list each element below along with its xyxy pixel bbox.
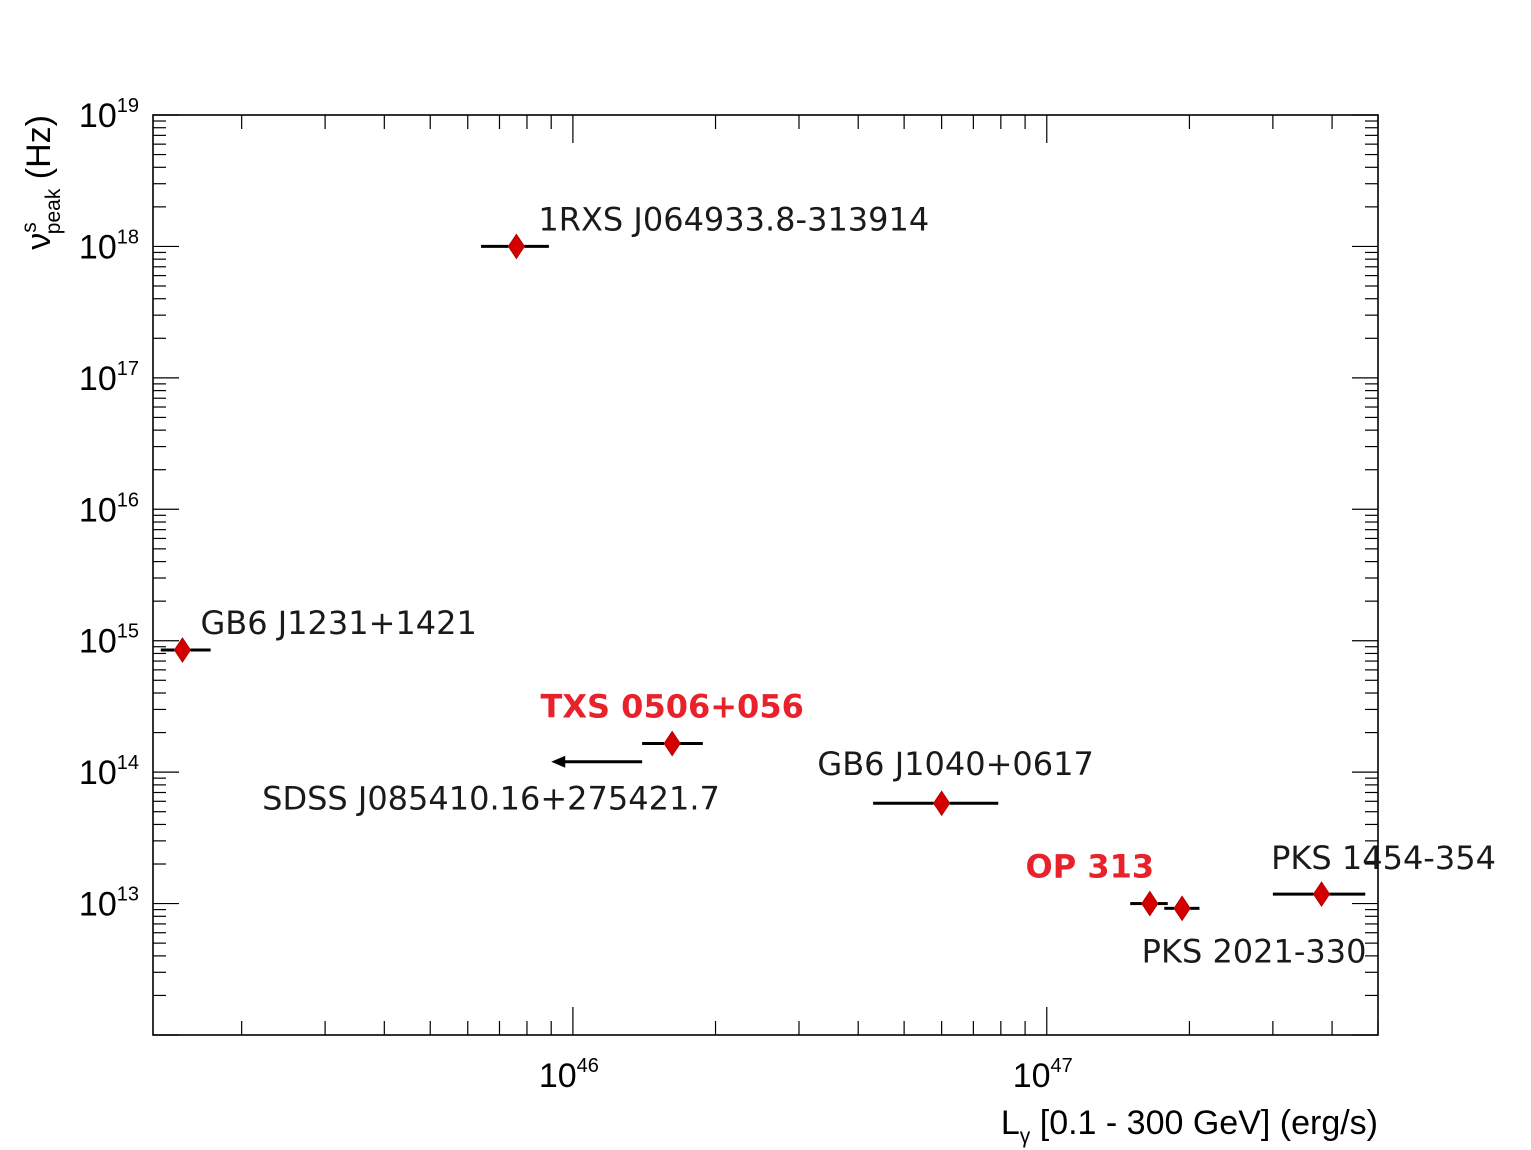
point-label: SDSS J085410.16+275421.7 <box>262 780 720 818</box>
diamond-marker <box>507 233 526 260</box>
diamond-marker <box>1312 881 1331 908</box>
y-tick-label-exp: 15 <box>117 621 139 643</box>
y-tick-label-exp: 16 <box>117 489 139 511</box>
x-tick-label: 1047 <box>1013 1055 1073 1095</box>
y-tick-label: 1013 <box>79 884 139 924</box>
y-tick-label-exp: 13 <box>117 884 139 906</box>
y-axis-title-main: ν <box>20 233 58 250</box>
data-point: TXS 0506+056 <box>540 688 804 757</box>
y-tick-label: 1019 <box>79 95 139 135</box>
x-tick-label-exp: 46 <box>577 1055 599 1077</box>
point-label: PKS 2021-330 <box>1142 932 1367 970</box>
point-label: TXS 0506+056 <box>540 688 803 726</box>
diamond-marker <box>663 730 681 757</box>
y-tick-label-base: 10 <box>79 754 117 792</box>
y-tick-label-base: 10 <box>79 491 117 529</box>
point-label: GB6 J1231+1421 <box>200 604 476 642</box>
x-axis-title: Lγ [0.1 - 300 GeV] (erg/s) <box>1001 1104 1378 1148</box>
y-axis-title: νspeak (Hz) <box>18 115 65 250</box>
x-tick-label: 1046 <box>539 1055 599 1095</box>
y-axis-title-sup: s <box>18 222 41 233</box>
x-tick-label-base: 10 <box>1013 1057 1051 1095</box>
y-tick-label-base: 10 <box>79 623 117 661</box>
data-marks: 1RXS J064933.8-313914 GB6 J1231+1421 TXS 0… <box>160 200 1496 970</box>
diamond-marker <box>933 790 951 817</box>
upper-limit-arrowhead <box>551 755 566 768</box>
point-label: PKS 1454-354 <box>1271 839 1496 877</box>
x-tick-label-exp: 47 <box>1051 1055 1073 1077</box>
point-label: OP 313 <box>1026 848 1155 886</box>
data-point: OP 313 <box>1026 848 1168 917</box>
y-tick-label-base: 10 <box>79 97 117 135</box>
data-point: SDSS J085410.16+275421.7 <box>262 755 720 818</box>
diamond-marker <box>173 637 192 663</box>
point-label: 1RXS J064933.8-313914 <box>538 200 929 238</box>
x-tick-label-base: 10 <box>539 1057 577 1095</box>
data-point: PKS 2021-330 <box>1142 895 1367 970</box>
tick-marks <box>153 114 1379 1036</box>
y-tick-label: 1018 <box>79 226 139 266</box>
y-tick-label: 1014 <box>79 752 139 792</box>
y-tick-label: 1015 <box>79 621 139 661</box>
x-axis-title-main: L <box>1001 1104 1020 1142</box>
diamond-marker <box>1173 895 1191 922</box>
y-axis-title-rest: (Hz) <box>20 115 58 189</box>
y-tick-label: 1017 <box>79 358 139 398</box>
x-axis-title-rest: [0.1 - 300 GeV] (erg/s) <box>1030 1104 1378 1142</box>
y-axis-title-sub: peak <box>42 188 65 234</box>
y-tick-label-exp: 14 <box>117 752 139 774</box>
y-tick-label-exp: 19 <box>117 95 139 117</box>
data-point: GB6 J1040+0617 <box>817 745 1094 817</box>
y-tick-label-base: 10 <box>79 360 117 398</box>
y-tick-label-exp: 18 <box>117 226 139 248</box>
y-tick-label-exp: 17 <box>117 358 139 380</box>
point-label: GB6 J1040+0617 <box>817 745 1093 783</box>
y-tick-label-base: 10 <box>79 886 117 924</box>
y-tick-label: 1016 <box>79 489 139 529</box>
diamond-marker <box>1141 890 1159 917</box>
x-axis-title-sub: γ <box>1020 1125 1031 1148</box>
data-point: GB6 J1231+1421 <box>160 604 477 663</box>
y-tick-label-base: 10 <box>79 228 117 266</box>
plot-frame <box>152 114 1379 1036</box>
data-point: 1RXS J064933.8-313914 <box>481 200 929 260</box>
data-point: PKS 1454-354 <box>1271 839 1496 908</box>
